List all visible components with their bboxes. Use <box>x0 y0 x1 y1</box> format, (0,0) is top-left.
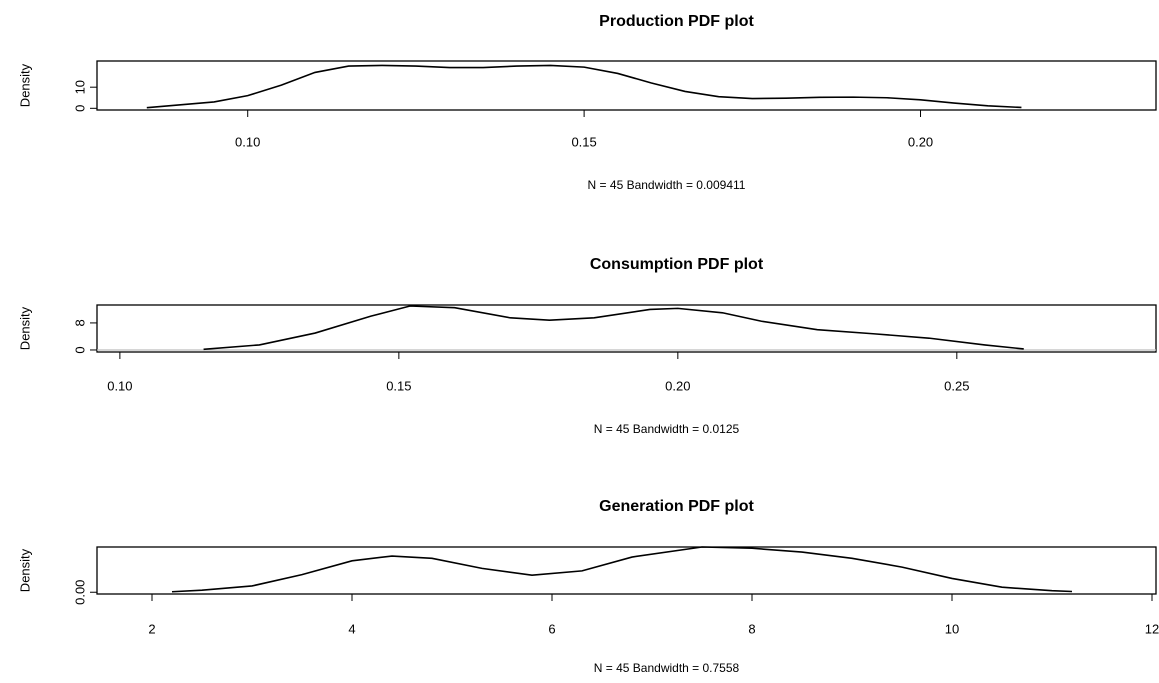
x-tick-label: 10 <box>945 621 959 636</box>
density-curve <box>146 64 1022 109</box>
y-tick-label: 10 <box>72 80 87 94</box>
x-tick-label: 0.15 <box>386 378 411 393</box>
y-axis-label: Density <box>17 306 32 350</box>
x-tick-label: 0.10 <box>107 378 132 393</box>
y-tick-label: 0 <box>72 105 87 112</box>
y-tick-label: 0.00 <box>72 580 87 605</box>
chart-title: Consumption PDF plot <box>590 256 764 273</box>
x-axis-label: N = 45 Bandwidth = 0.7558 <box>594 661 740 675</box>
x-tick-label: 12 <box>1145 621 1159 636</box>
chart-title: Generation PDF plot <box>599 498 754 515</box>
density-curve <box>171 546 1073 593</box>
x-tick-label: 0.10 <box>235 134 260 149</box>
x-tick-label: 8 <box>748 621 755 636</box>
x-axis-label: N = 45 Bandwidth = 0.0125 <box>594 422 740 436</box>
y-tick-label: 8 <box>72 319 87 326</box>
density-curve <box>203 305 1024 351</box>
x-axis-label: N = 45 Bandwidth = 0.009411 <box>588 178 746 192</box>
x-tick-label: 2 <box>148 621 155 636</box>
x-tick-label: 4 <box>348 621 355 636</box>
x-tick-label: 0.20 <box>665 378 690 393</box>
plot-box <box>96 546 1157 595</box>
x-tick-label: 6 <box>548 621 555 636</box>
y-axis-label: Density <box>17 63 32 107</box>
y-axis-label: Density <box>17 548 32 592</box>
y-tick-label: 0 <box>72 346 87 353</box>
chart-title: Production PDF plot <box>599 13 754 30</box>
x-tick-label: 0.20 <box>908 134 933 149</box>
x-tick-label: 0.25 <box>944 378 969 393</box>
plot-box <box>96 304 1157 353</box>
plot-box <box>96 60 1157 111</box>
x-tick-label: 0.15 <box>571 134 596 149</box>
